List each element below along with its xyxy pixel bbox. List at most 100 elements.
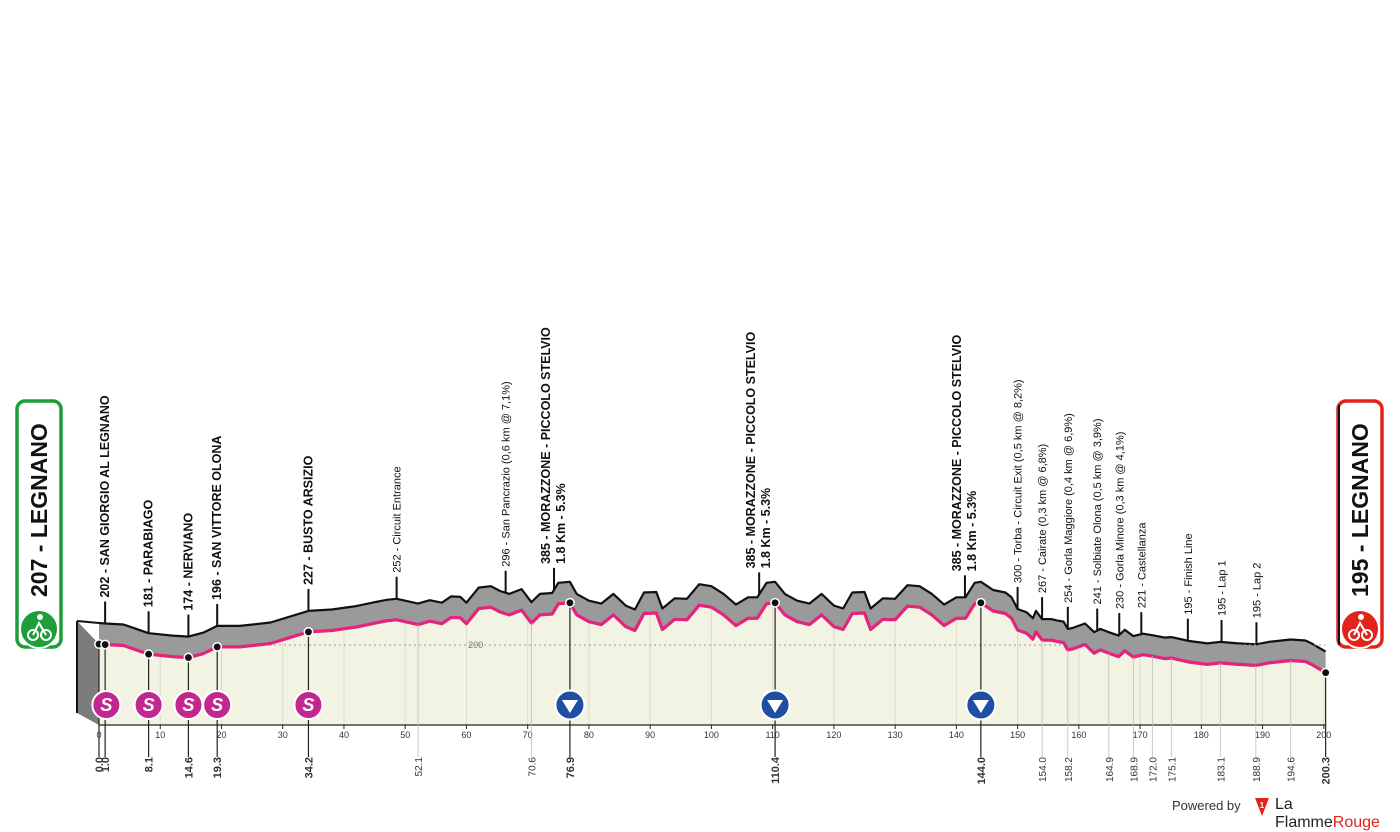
cyclist-finish-icon-wheel (1348, 629, 1360, 641)
route-point-dot (143, 649, 154, 660)
km-label: 110.4 (770, 756, 782, 784)
profile-top-edge (98, 580, 1327, 653)
place-label: 300 - Torba - Circuit Exit (0,5 km @ 8,2… (1013, 379, 1025, 583)
x-axis-tick-label: 140 (949, 730, 964, 740)
route-point-dot (303, 626, 314, 637)
place-label: 181 - PARABIAGO (142, 500, 156, 608)
reference-label-200: 200 (468, 640, 483, 650)
place-label: 221 - Castellanza (1136, 522, 1148, 608)
km-label: 175.1 (1167, 757, 1178, 782)
kom-triangle-icon (767, 700, 784, 713)
sprint-badge (202, 690, 233, 720)
x-axis-tick-label: 30 (278, 730, 288, 740)
x-axis-tick-label: 200 (1316, 730, 1331, 740)
x-axis-tick-label: 100 (704, 730, 719, 740)
route-point-dot (770, 597, 781, 608)
place-label: 195 - Lap 2 (1251, 563, 1263, 619)
km-label: 158.2 (1064, 757, 1075, 782)
km-label: 14.6 (183, 757, 195, 778)
km-label: 19.3 (212, 757, 224, 778)
route-point-dot (1320, 667, 1331, 678)
km-label: 1.0 (100, 757, 112, 772)
x-axis-tick-label: 90 (645, 730, 655, 740)
x-axis-tick-label: 150 (1010, 730, 1025, 740)
x-axis-tick-label: 40 (339, 730, 349, 740)
powered-by-label: Powered by (1172, 798, 1241, 813)
x-axis-tick-label: 130 (888, 730, 903, 740)
profile-top-band (99, 581, 1326, 673)
x-axis-tick-label: 60 (461, 730, 471, 740)
km-label: 183.1 (1216, 757, 1227, 782)
cyclist-finish-icon-head (1358, 614, 1364, 620)
climb-label: 385 - MORAZZONE - PICCOLO STELVIO (744, 332, 758, 569)
climb-label: 385 - MORAZZONE - PICCOLO STELVIO (950, 334, 964, 571)
route-point-dot (975, 597, 986, 608)
sprint-badge-label: S (211, 695, 223, 715)
sprint-badge (91, 690, 122, 720)
kom-triangle-icon (972, 700, 989, 713)
place-label: 252 - Circuit Entrance (392, 466, 404, 572)
km-label: 154.0 (1038, 757, 1049, 782)
place-label: 174 - NERVIANO (181, 513, 195, 611)
km-label: 70.6 (527, 757, 538, 777)
place-label: 195 - Lap 1 (1217, 560, 1229, 616)
x-axis-tick-label: 20 (216, 730, 226, 740)
profile-side-edge (76, 620, 100, 625)
km-label: 164.9 (1105, 757, 1116, 782)
route-point-dot (564, 597, 575, 608)
place-label: 254 - Gorla Maggiore (0,4 km @ 6,9%) (1063, 413, 1075, 603)
km-label: 194.6 (1287, 757, 1298, 782)
brand-logo[interactable]: La FlammeRouge (1275, 796, 1400, 832)
sprint-badge-label: S (302, 695, 314, 715)
sprint-badge-label: S (182, 695, 194, 715)
km-label: 188.9 (1252, 757, 1263, 782)
km-label: 76.9 (565, 757, 577, 778)
place-label: 296 - San Pancrazio (0,6 km @ 7,1%) (501, 381, 513, 566)
x-axis-tick-label: 10 (155, 730, 165, 740)
climb-detail-label: 1.8 Km - 5.3% (965, 491, 979, 572)
cyclist-start-icon-head (37, 614, 43, 620)
x-axis-tick-label: 170 (1133, 730, 1148, 740)
cyclist-start-icon-wheel (40, 629, 52, 641)
flamme-rouge-logo-icon: 1 (1255, 798, 1269, 816)
km-label: 52.1 (414, 757, 425, 777)
x-axis-tick-label: 120 (826, 730, 841, 740)
x-axis-tick-label: 160 (1071, 730, 1086, 740)
climb-label: 385 - MORAZZONE - PICCOLO STELVIO (539, 327, 553, 564)
km-label: 8.1 (144, 757, 156, 772)
km-label: 144.0 (976, 757, 988, 785)
x-axis-tick-label: 110 (765, 730, 779, 740)
cyclist-finish-icon-wheel (1361, 629, 1373, 641)
km-label: 200.3 (1321, 757, 1333, 785)
x-axis-tick-label: 180 (1194, 730, 1209, 740)
route-point-dot (212, 641, 223, 652)
place-label: 196 - SAN VITTORE OLONA (210, 436, 224, 600)
climb-detail-label: 1.8 Km - 5.3% (759, 488, 773, 569)
start-tag-label: 207 - LEGNANO (26, 423, 52, 597)
km-label: 172.0 (1148, 757, 1159, 782)
route-point-dot (100, 639, 111, 650)
svg-text:1: 1 (1260, 801, 1265, 810)
cyclist-start-icon-body (32, 620, 47, 636)
place-label: 241 - Solbiate Olona (0,5 km @ 3,9%) (1092, 419, 1104, 605)
km-label: 0.0 (94, 757, 106, 772)
sprint-badge (293, 690, 324, 720)
place-label: 195 - Finish Line (1183, 533, 1195, 614)
km-label: 34.2 (303, 757, 315, 778)
place-label: 230 - Gorla Minore (0,3 km @ 4,1%) (1114, 432, 1126, 609)
cyclist-finish-icon-body (1353, 620, 1368, 636)
place-label: 267 - Cairate (0,3 km @ 6,8%) (1037, 444, 1049, 593)
x-axis-tick-label: 70 (523, 730, 533, 740)
brand-name-b: Rouge (1332, 814, 1380, 831)
brand-name-a: La Flamme (1275, 796, 1333, 831)
km-label: 168.9 (1129, 757, 1140, 782)
x-axis-tick-label: 190 (1255, 730, 1270, 740)
climb-detail-label: 1.8 Km - 5.3% (554, 483, 568, 564)
sprint-badge-label: S (143, 695, 155, 715)
place-label: 227 - BUSTO ARSIZIO (301, 455, 315, 584)
finish-tag-label: 195 - LEGNANO (1347, 423, 1373, 597)
cyclist-start-icon-wheel (27, 629, 39, 641)
kom-triangle-icon (561, 700, 578, 713)
